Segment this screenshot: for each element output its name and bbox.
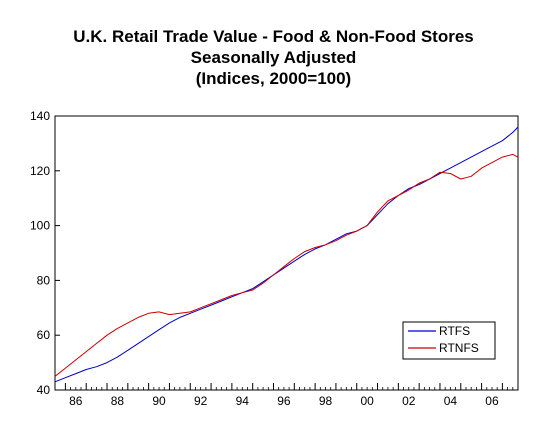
legend-label-rtfs: RTFS: [439, 324, 470, 338]
y-axis: 40 60 80 100 120 140: [30, 109, 60, 397]
x-tick-label: 88: [111, 394, 125, 408]
x-axis: 86 88 90 92 94 96 98 00 02 04 06: [64, 383, 519, 408]
x-tick-label: 86: [69, 394, 83, 408]
y-tick-label: 120: [30, 164, 50, 178]
chart-title-line-1: U.K. Retail Trade Value - Food & Non-Foo…: [73, 27, 474, 46]
legend-label-rtnfs: RTNFS: [439, 341, 479, 355]
chart-title-line-3: (Indices, 2000=100): [195, 69, 352, 88]
x-tick-label: 90: [152, 394, 166, 408]
x-tick-label: 06: [485, 394, 499, 408]
legend-box: [402, 321, 496, 360]
series-layer: [54, 126, 519, 383]
y-tick-label: 100: [30, 219, 50, 233]
y-tick-label: 80: [37, 273, 51, 287]
chart-title: U.K. Retail Trade Value - Food & Non-Foo…: [0, 26, 547, 89]
plot-frame: [54, 115, 519, 391]
x-tick-label: 04: [444, 394, 458, 408]
x-tick-label: 02: [402, 394, 416, 408]
x-tick-label: 96: [277, 394, 291, 408]
y-tick-label: 140: [30, 109, 50, 123]
series-line-rtfs: [54, 126, 519, 383]
y-tick-label: 40: [37, 383, 51, 397]
x-tick-label: 98: [319, 394, 333, 408]
chart-title-line-2: Seasonally Adjusted: [190, 48, 357, 67]
x-tick-label: 00: [360, 394, 374, 408]
x-tick-label: 94: [236, 394, 250, 408]
series-line-rtnfs: [54, 153, 519, 377]
legend: RTFS RTNFS: [402, 321, 496, 360]
x-tick-label: 92: [194, 394, 208, 408]
y-tick-label: 60: [37, 328, 51, 342]
